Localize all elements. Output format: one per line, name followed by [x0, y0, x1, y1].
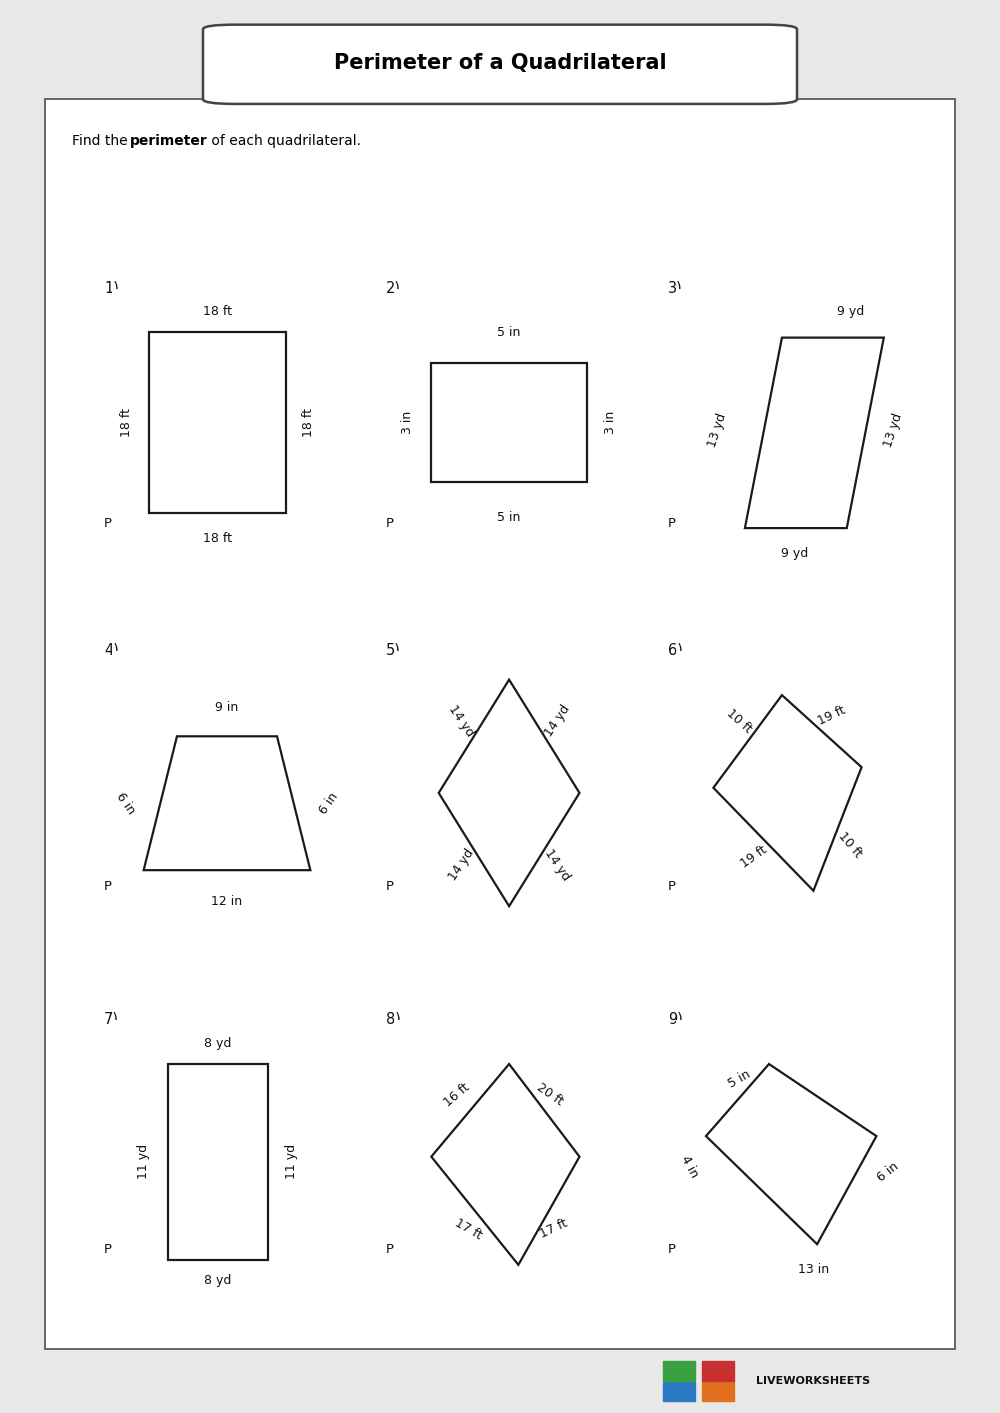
Text: of each quadrilateral.: of each quadrilateral.: [207, 134, 361, 148]
Text: 17 ft: 17 ft: [453, 1217, 484, 1242]
Text: 18 ft: 18 ft: [120, 408, 133, 437]
Text: Perimeter =: Perimeter =: [386, 880, 471, 893]
Text: 1): 1): [104, 280, 119, 295]
Text: 9): 9): [668, 1012, 683, 1027]
Text: 6 in: 6 in: [317, 790, 341, 817]
Bar: [702, 1361, 734, 1381]
Text: 13 yd: 13 yd: [881, 411, 905, 449]
Text: Perimeter =: Perimeter =: [386, 1242, 471, 1256]
Text: 6 in: 6 in: [113, 790, 137, 817]
Text: Perimeter =: Perimeter =: [104, 1242, 189, 1256]
FancyBboxPatch shape: [203, 24, 797, 105]
Text: perimeter: perimeter: [130, 134, 207, 148]
Bar: [702, 1382, 734, 1400]
Text: 5): 5): [386, 643, 401, 658]
Text: 20 ft: 20 ft: [534, 1081, 565, 1109]
Text: 2): 2): [386, 280, 401, 295]
Bar: [663, 1382, 695, 1400]
Text: 9 in: 9 in: [215, 701, 239, 715]
Text: LIVEWORKSHEETS: LIVEWORKSHEETS: [756, 1375, 870, 1386]
Text: 18 ft: 18 ft: [203, 305, 232, 318]
Text: Perimeter of a Quadrilateral: Perimeter of a Quadrilateral: [334, 52, 666, 72]
Text: Perimeter =: Perimeter =: [386, 517, 471, 530]
Text: 17 ft: 17 ft: [538, 1217, 569, 1241]
Text: Perimeter =: Perimeter =: [668, 1242, 753, 1256]
Text: 13 yd: 13 yd: [705, 411, 729, 449]
Text: 11 yd: 11 yd: [285, 1145, 298, 1180]
Text: 14 yd: 14 yd: [542, 846, 572, 883]
Text: 18 ft: 18 ft: [302, 408, 315, 437]
Text: 3 in: 3 in: [401, 411, 414, 434]
Text: 10 ft: 10 ft: [724, 706, 754, 735]
Text: 19 ft: 19 ft: [816, 704, 848, 728]
Text: 6): 6): [668, 643, 683, 658]
Text: 8 yd: 8 yd: [204, 1273, 231, 1287]
Text: 4): 4): [104, 643, 119, 658]
Text: 10 ft: 10 ft: [836, 829, 865, 859]
Text: 9 yd: 9 yd: [781, 547, 809, 561]
Text: 18 ft: 18 ft: [203, 531, 232, 545]
Text: 3 in: 3 in: [604, 411, 617, 434]
Text: 16 ft: 16 ft: [442, 1081, 472, 1109]
Text: 13 in: 13 in: [798, 1263, 829, 1276]
Text: 11 yd: 11 yd: [137, 1145, 150, 1180]
Text: 8 yd: 8 yd: [204, 1037, 231, 1050]
Text: 14 yd: 14 yd: [542, 702, 572, 739]
Text: 5 in: 5 in: [726, 1068, 753, 1091]
Text: Perimeter =: Perimeter =: [668, 880, 753, 893]
Text: Find the: Find the: [72, 134, 132, 148]
Text: Perimeter =: Perimeter =: [104, 517, 189, 530]
Text: 4 in: 4 in: [678, 1153, 701, 1180]
Text: 9 yd: 9 yd: [837, 305, 864, 318]
Text: 14 yd: 14 yd: [446, 702, 476, 739]
Text: Perimeter =: Perimeter =: [668, 517, 753, 530]
Text: 14 yd: 14 yd: [446, 846, 476, 883]
Text: 3): 3): [668, 280, 683, 295]
Text: 5 in: 5 in: [497, 512, 521, 524]
Text: 19 ft: 19 ft: [739, 844, 770, 870]
Text: 8): 8): [386, 1012, 401, 1027]
Text: 7): 7): [104, 1012, 119, 1027]
Bar: [663, 1361, 695, 1381]
Text: Perimeter =: Perimeter =: [104, 880, 189, 893]
Text: 6 in: 6 in: [874, 1160, 901, 1184]
Text: 5 in: 5 in: [497, 326, 521, 339]
Text: 12 in: 12 in: [211, 894, 243, 907]
